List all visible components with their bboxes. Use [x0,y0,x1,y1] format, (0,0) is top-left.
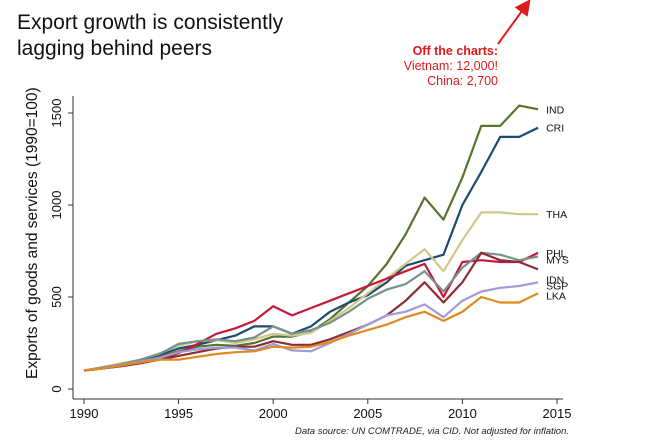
annotation-vietnam: Vietnam: 12,000! [403,59,498,73]
x-tick-label: 2005 [353,406,382,421]
series-line-cri [83,126,539,372]
x-tick-label: 2015 [543,406,572,421]
series-line-idn [83,251,539,372]
chart-title-line-1: Export growth is consistently [17,11,284,34]
x-tick-label: 2000 [259,406,288,421]
series-label-lka: LKA [546,290,566,302]
annotation-heading: Off the charts: [412,44,498,58]
chart-title-line-2: lagging behind peers [17,37,212,60]
series-label-phl: PHL [546,248,567,260]
y-tick-label: 0 [49,385,64,392]
series-line-mys [83,251,539,372]
x-tick-label: 1990 [70,406,99,421]
y-tick-label: 1500 [49,99,64,128]
y-tick-label: 500 [49,286,64,308]
source-note: Data source: UN COMTRADE, via CID. Not a… [295,426,570,437]
annotation-arrow [497,0,531,45]
series-label-tha: THA [546,209,567,221]
series-line-sgp [83,281,539,372]
x-tick-label: 1995 [164,406,193,421]
series-label-cri: CRI [546,123,564,135]
off-the-charts-annotation: Off the charts: Vietnam: 12,000! China: … [404,44,498,89]
series-line-lka [83,292,539,372]
series-label-sgp: SGP [546,280,568,292]
series-label-mys: MYS [546,255,569,267]
chart-title: Export growth is consistently lagging be… [17,10,283,62]
x-tick-label: 2010 [448,406,477,421]
y-tick-label: 1000 [49,191,64,220]
annotation-china: China: 2,700 [427,74,498,88]
series-label-idn: IDN [546,274,564,286]
series-label-ind: IND [546,104,565,116]
